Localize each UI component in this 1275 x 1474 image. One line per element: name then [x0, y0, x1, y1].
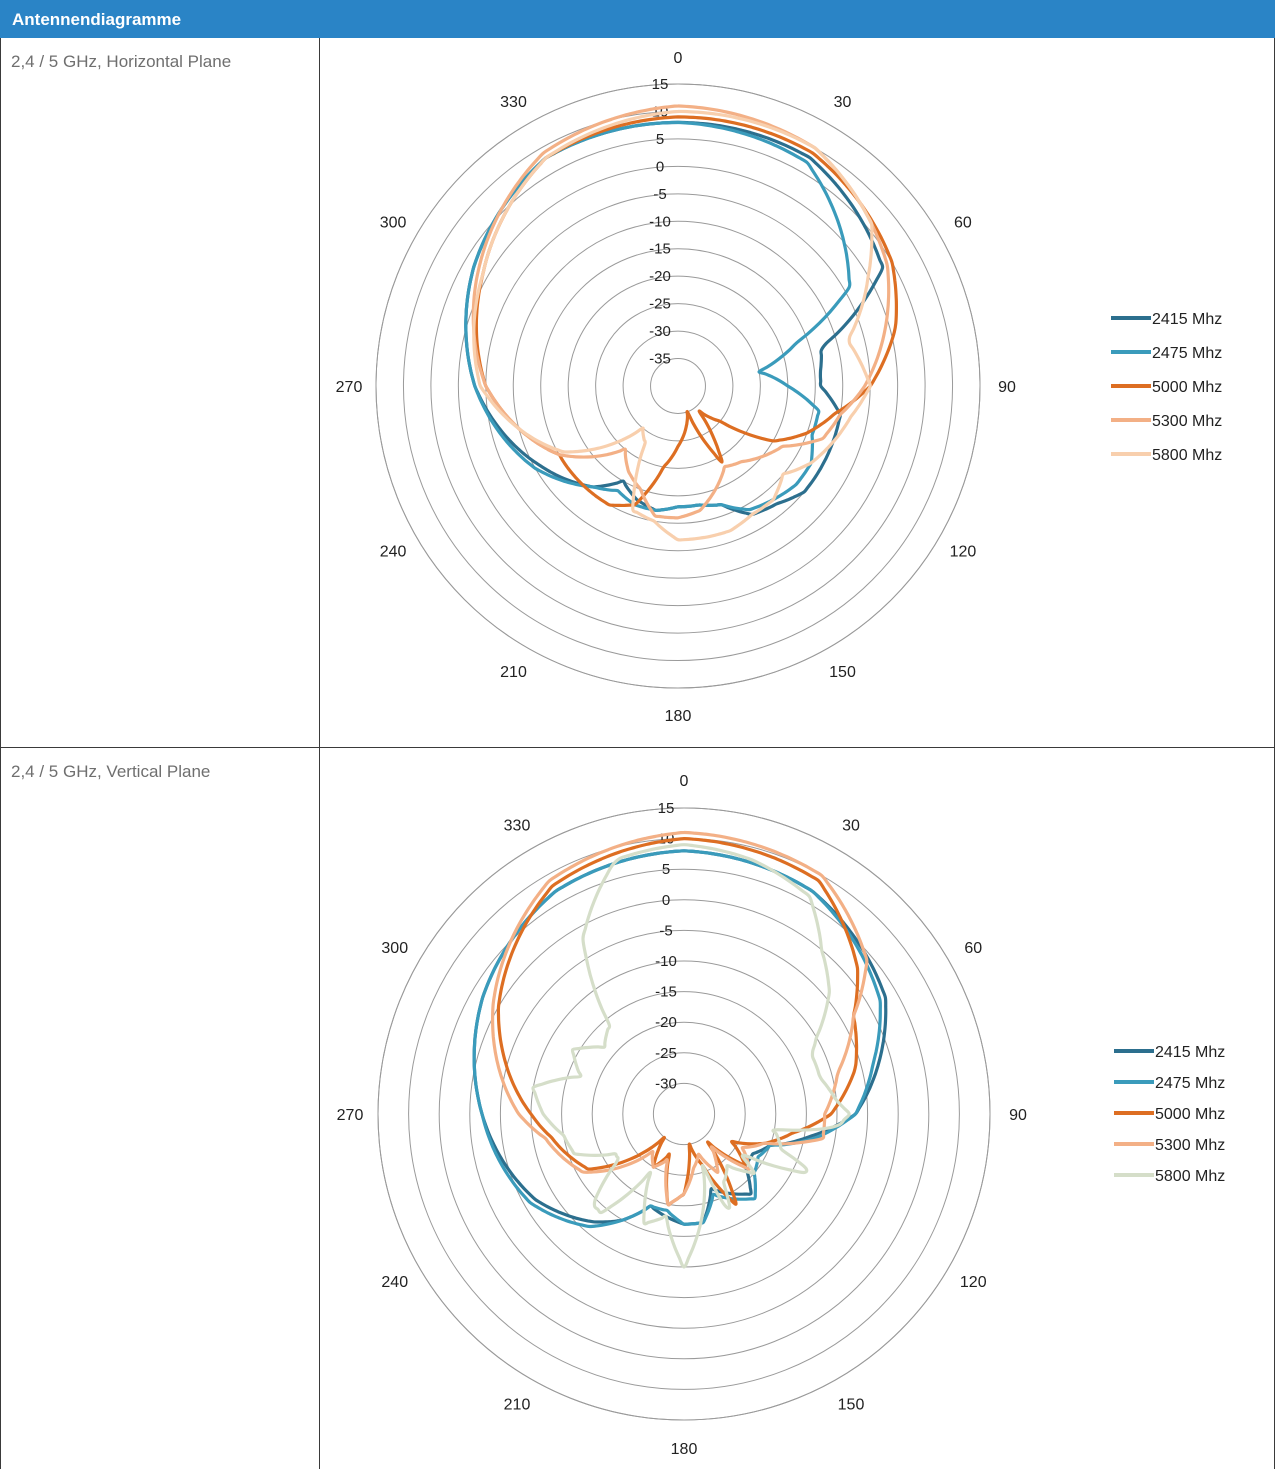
radial-tick-label: 0 [656, 158, 664, 175]
series-line-5800-mhz [531, 843, 851, 1269]
grid-ring [499, 929, 869, 1299]
radial-tick-label: -25 [649, 296, 671, 313]
legend-label: 5800 Mhz [1155, 1168, 1225, 1185]
grid-ring [512, 220, 844, 552]
radial-tick-label: -25 [655, 1045, 677, 1062]
table-row-vertical: 2,4 / 5 GHz, Vertical Plane 15 10 5 0 -5 -10-… [0, 748, 1275, 1469]
grid-ring [408, 838, 960, 1390]
radial-tick-label: -10 [655, 953, 677, 970]
grid-ring [530, 960, 838, 1268]
grid-ring [438, 868, 930, 1360]
series-line-5300-mhz [471, 104, 891, 520]
legend-label: 5800 Mhz [1152, 447, 1222, 464]
table-row-horizontal: 2,4 / 5 GHz, Horizontal Plane 15 10 5 0 -5 -1… [0, 38, 1275, 748]
angle-tick-label: 120 [960, 1274, 987, 1291]
angle-tick-label: 240 [381, 1274, 408, 1291]
angle-tick-label: 150 [829, 664, 856, 681]
page-header: Antennendiagramme [0, 0, 1275, 38]
angle-tick-label: 0 [674, 50, 683, 67]
angle-tick-label: 300 [381, 940, 408, 957]
radial-tick-label: -20 [649, 268, 671, 285]
radial-tick-label: 15 [652, 76, 669, 93]
angle-tick-label: 30 [834, 94, 852, 111]
angle-tick-label: 240 [380, 544, 407, 561]
angle-tick-label: 90 [1009, 1107, 1027, 1124]
angle-tick-label: 270 [336, 379, 363, 396]
grid-ring [469, 899, 899, 1329]
row-label-horizontal: 2,4 / 5 GHz, Horizontal Plane [1, 38, 320, 747]
grid-ring [375, 83, 981, 689]
radial-tick-label: -5 [659, 922, 672, 939]
angle-tick-label: 90 [998, 379, 1016, 396]
angle-tick-label: 0 [680, 773, 689, 790]
angle-tick-label: 120 [950, 544, 977, 561]
angle-tick-label: 330 [504, 818, 531, 835]
polar-chart-horizontal: 151050-5-10-15-20-25-30-3503060901201501… [336, 50, 1223, 725]
grid-ring [457, 165, 899, 607]
grid-ring [561, 991, 807, 1237]
legend-label: 2415 Mhz [1155, 1044, 1225, 1061]
legend-label: 2415 Mhz [1152, 311, 1222, 328]
angle-tick-label: 150 [838, 1396, 865, 1413]
angle-tick-label: 60 [954, 215, 972, 232]
legend-label: 2475 Mhz [1152, 345, 1222, 362]
radial-tick-label: -30 [655, 1075, 677, 1092]
series-line-5800-mhz [472, 109, 874, 542]
angle-tick-label: 270 [337, 1107, 364, 1124]
angle-tick-label: 180 [665, 708, 692, 725]
grid-ring [430, 138, 926, 634]
grid-ring [652, 1082, 716, 1146]
radial-tick-label: 15 [658, 800, 675, 817]
angle-tick-label: 210 [504, 1396, 531, 1413]
radial-tick-label: -15 [655, 984, 677, 1001]
grid-ring-outer [375, 83, 981, 689]
legend-label: 5000 Mhz [1155, 1106, 1225, 1123]
angle-tick-label: 30 [842, 818, 860, 835]
legend-label: 5300 Mhz [1155, 1137, 1225, 1154]
radial-tick-label: 5 [656, 131, 664, 148]
radial-tick-label: 0 [662, 892, 670, 909]
grid-ring [540, 248, 816, 524]
series-line-2475-mhz [472, 849, 882, 1229]
radial-tick-label: -15 [649, 241, 671, 258]
legend-label: 5300 Mhz [1152, 413, 1222, 430]
legend-label: 2475 Mhz [1155, 1075, 1225, 1092]
radial-tick-label: -20 [655, 1014, 677, 1031]
grid-ring [485, 193, 871, 579]
grid-ring [377, 807, 991, 1421]
angle-tick-label: 210 [500, 664, 527, 681]
angle-tick-label: 180 [671, 1441, 698, 1458]
antenna-table: 2,4 / 5 GHz, Horizontal Plane 15 10 5 0 -5 -1… [0, 38, 1275, 1469]
chart-cell-vertical: 15 10 5 0 -5 -10 -15 -20 -25 -30 0 30 60 90 120 150 180 2… [321, 748, 1274, 1469]
grid-ring [595, 303, 761, 469]
chart-cell-horizontal: 15 10 5 0 -5 -10 -15 -20 -25 -30 -35 0 30 60 90 120 150 1… [321, 38, 1274, 747]
angle-tick-label: 330 [500, 94, 527, 111]
grid-ring [622, 1052, 746, 1176]
grid-ring [591, 1021, 777, 1207]
angle-tick-label: 60 [964, 940, 982, 957]
row-label-vertical: 2,4 / 5 GHz, Vertical Plane [1, 748, 320, 1469]
radial-tick-label: -30 [649, 323, 671, 340]
grid-ring [567, 275, 789, 497]
radial-tick-label: 5 [662, 861, 670, 878]
polar-chart-vertical: 151050-5-10-15-20-25-3003060901201501802… [337, 773, 1226, 1458]
radial-tick-label: -35 [649, 351, 671, 368]
series-line-2475-mhz [464, 120, 852, 512]
radial-tick-label: -5 [653, 186, 666, 203]
series-line-5300-mhz [491, 830, 869, 1207]
angle-tick-label: 300 [380, 215, 407, 232]
radial-tick-label: -10 [649, 213, 671, 230]
series-line-5000-mhz [474, 115, 898, 508]
legend-label: 5000 Mhz [1152, 379, 1222, 396]
grid-ring [650, 358, 706, 414]
grid-ring [622, 330, 734, 442]
